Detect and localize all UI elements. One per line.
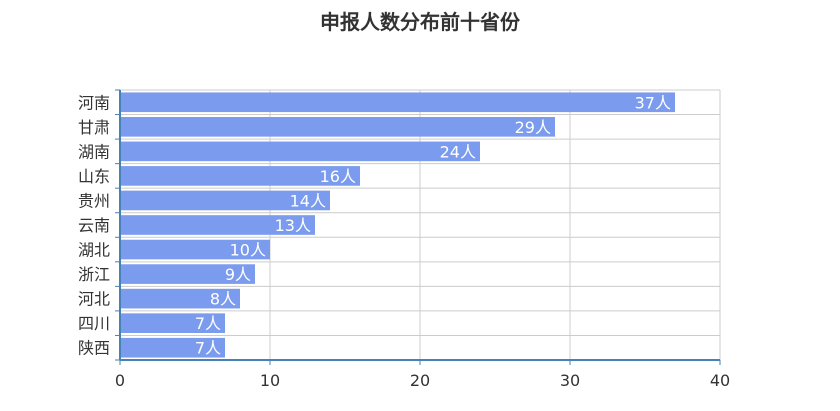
data-label: 8人 (210, 290, 236, 309)
bar[interactable] (120, 239, 270, 260)
bar[interactable] (120, 141, 480, 162)
bar[interactable] (120, 288, 240, 309)
data-labels: 37人 29人 24人 16人 14人 13人 10人 9人 8人 7人 7人 (195, 93, 671, 357)
data-label: 14人 (290, 191, 326, 210)
x-tick-label: 40 (710, 371, 730, 390)
data-label: 37人 (635, 93, 671, 112)
grid-lines (120, 89, 721, 361)
data-label: 16人 (320, 167, 356, 186)
bar[interactable] (120, 92, 675, 113)
bar[interactable] (120, 190, 330, 211)
data-label: 9人 (225, 265, 251, 284)
category-label: 山东 (78, 167, 110, 186)
category-label: 四川 (78, 314, 110, 333)
category-label: 河北 (78, 290, 110, 309)
x-tick-labels: 0 10 20 30 40 (115, 371, 730, 390)
category-label: 甘肃 (78, 118, 110, 137)
x-tick-label: 30 (560, 371, 580, 390)
category-label: 贵州 (78, 191, 110, 210)
data-label: 10人 (230, 241, 266, 260)
category-label: 云南 (78, 216, 110, 235)
chart-title: 申报人数分布前十省份 (320, 10, 520, 34)
category-label: 湖南 (78, 142, 110, 161)
bar[interactable] (120, 337, 225, 358)
bar[interactable] (120, 215, 315, 235)
bar[interactable] (120, 264, 255, 284)
data-label: 29人 (515, 118, 551, 137)
bars (120, 92, 675, 358)
bar[interactable] (120, 166, 360, 186)
category-label: 陕西 (78, 339, 110, 358)
bar[interactable] (120, 117, 555, 137)
data-label: 7人 (195, 339, 221, 358)
category-label: 湖北 (78, 241, 110, 260)
x-tick-label: 10 (260, 371, 280, 390)
data-label: 7人 (195, 314, 221, 333)
x-tick-label: 0 (115, 371, 125, 390)
category-label: 河南 (78, 93, 110, 112)
axes (115, 89, 721, 365)
data-label: 24人 (440, 142, 476, 161)
data-label: 13人 (275, 216, 311, 235)
bar[interactable] (120, 313, 225, 333)
category-label: 浙江 (78, 265, 110, 284)
x-tick-label: 20 (410, 371, 430, 390)
